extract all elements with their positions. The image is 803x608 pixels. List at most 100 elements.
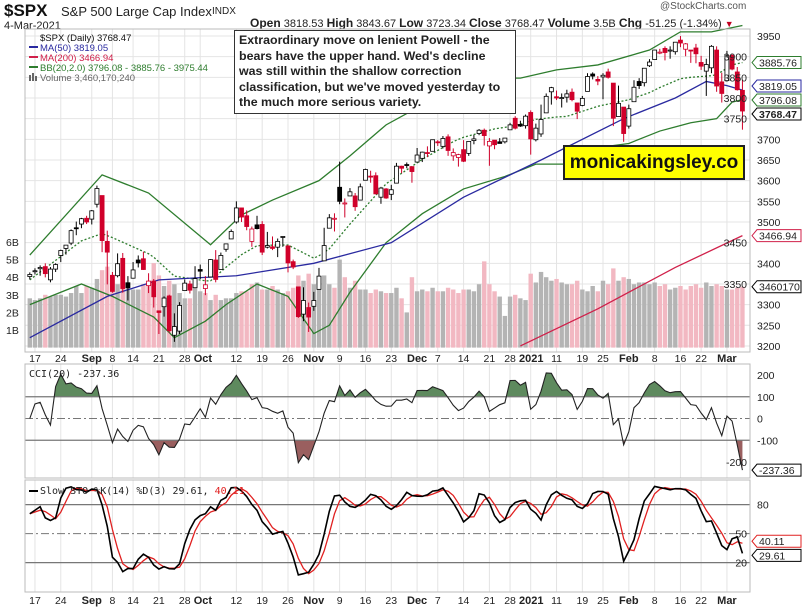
candle-body <box>249 228 255 242</box>
candle <box>445 134 451 156</box>
candle <box>311 291 317 311</box>
candle-body <box>254 224 260 229</box>
candle <box>631 80 637 103</box>
candle <box>683 43 689 57</box>
x-tick-label-bottom: Sep <box>82 595 102 607</box>
volume-bar <box>595 291 601 348</box>
candle-body <box>610 82 616 119</box>
x-tick-label-bottom: 17 <box>29 595 41 607</box>
volume-bar <box>363 289 368 348</box>
candle <box>543 93 549 114</box>
volume-bar <box>146 284 151 348</box>
candle-body <box>404 164 410 166</box>
cci-oversold-fill <box>29 440 743 471</box>
cci-overbought-fill <box>29 372 743 397</box>
volume-bar <box>327 284 332 348</box>
open-value: 3818.53 <box>283 18 324 30</box>
candle <box>394 162 399 184</box>
candle <box>461 140 466 163</box>
candle-body <box>383 188 389 199</box>
volume-bar <box>451 289 456 348</box>
candle <box>306 302 312 332</box>
candle <box>641 67 647 87</box>
candle <box>585 73 590 92</box>
candle <box>192 266 198 289</box>
candle-body <box>275 241 281 248</box>
candle-body <box>352 195 358 208</box>
candle-body <box>481 129 487 137</box>
volume-bar <box>580 289 585 348</box>
volume-bar <box>115 284 120 348</box>
volume-label: Volume <box>547 16 591 30</box>
candle <box>151 279 157 308</box>
candle-body <box>213 259 219 280</box>
candle-body <box>115 263 120 277</box>
volume-bar <box>244 291 249 348</box>
candle <box>564 89 570 103</box>
legend-volume: Volume 3,460,170,240 <box>40 73 135 84</box>
candle-body <box>110 274 115 292</box>
candle <box>146 273 151 294</box>
candle-body <box>425 152 430 154</box>
x-tick-label-bottom: 8 <box>110 595 116 607</box>
candle <box>621 106 627 142</box>
x-tick-label: 16 <box>675 353 687 365</box>
candle-body <box>543 95 549 114</box>
x-tick-label: 9 <box>337 353 343 365</box>
candle-body <box>84 217 90 223</box>
candle-body <box>590 73 596 77</box>
candle-body <box>517 124 523 127</box>
candle-body <box>672 41 678 53</box>
candle <box>404 162 410 169</box>
candle <box>182 279 188 291</box>
volume-bar <box>569 284 575 348</box>
candle-body <box>130 269 136 279</box>
x-tick-label-bottom: Mar <box>717 595 737 607</box>
candle <box>471 134 477 145</box>
high-label: High <box>326 16 354 30</box>
price-tick-label: 3500 <box>757 217 781 229</box>
volume-bar <box>533 282 539 348</box>
candle <box>202 276 208 296</box>
candle-body <box>605 71 611 78</box>
candle <box>538 104 544 137</box>
candle-body <box>538 119 544 135</box>
candle-body <box>156 310 162 313</box>
candle <box>383 188 389 199</box>
candle-body <box>270 246 275 249</box>
candle-body <box>301 300 306 315</box>
candle-body <box>662 47 668 53</box>
volume-bar <box>425 291 430 348</box>
candle-body <box>120 257 126 289</box>
candle-body <box>244 215 250 227</box>
candle <box>42 263 48 278</box>
candle <box>399 165 405 174</box>
candle-body <box>27 274 33 277</box>
x-tick-label: 11 <box>551 353 562 365</box>
price-tick-label: 3950 <box>757 31 781 43</box>
change-value: -51.25 (-1.34%) <box>645 18 722 30</box>
candle <box>569 88 575 102</box>
candle <box>605 68 611 79</box>
volume-bar <box>275 289 280 348</box>
volume-bar <box>198 291 203 348</box>
candle <box>326 214 332 229</box>
candle-body <box>626 108 632 127</box>
volume-bar <box>471 291 477 348</box>
candle-body <box>32 270 38 273</box>
candle <box>99 195 105 253</box>
volume-bar <box>559 282 564 348</box>
candle <box>295 286 301 318</box>
candle <box>388 184 394 201</box>
candle <box>626 104 632 129</box>
candle-body <box>146 280 151 287</box>
candle-body <box>678 39 683 44</box>
x-tick-label: Dec <box>407 353 427 365</box>
volume-bar <box>394 287 399 348</box>
candle <box>53 263 59 272</box>
x-tick-label-bottom: 23 <box>385 595 397 607</box>
volume-value-tag-box <box>751 280 802 294</box>
legend-price: $SPX (Daily) 3768.47 <box>40 33 131 44</box>
volume-bar <box>192 287 198 348</box>
